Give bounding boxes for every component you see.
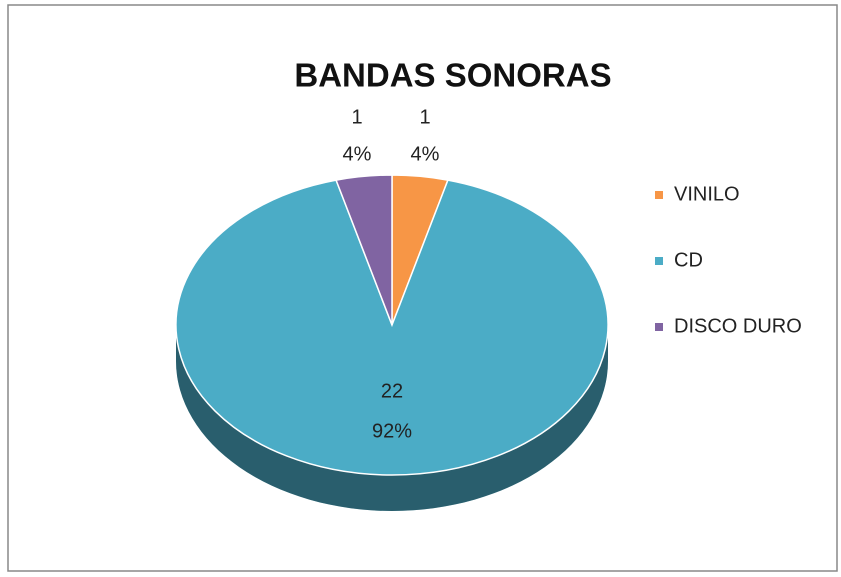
legend-label: VINILO [674,183,740,205]
data-label-value: 1 [351,106,362,128]
chart-title: BANDAS SONORAS [294,57,611,94]
data-label-percent: 4% [411,143,440,165]
pie-slice [175,179,609,476]
pie-side-shade [176,325,608,511]
data-label-percent: 4% [343,143,372,165]
pie-slice [335,174,393,326]
legend-swatch [655,191,663,199]
legend-swatch [655,257,663,265]
legend-swatch [655,323,663,331]
data-label-value: 1 [419,106,430,128]
legend-label: CD [674,249,703,271]
data-label-value: 22 [381,380,403,402]
pie-side [176,325,608,511]
legend-label: DISCO DURO [674,315,802,337]
data-label-percent: 92% [372,420,412,442]
